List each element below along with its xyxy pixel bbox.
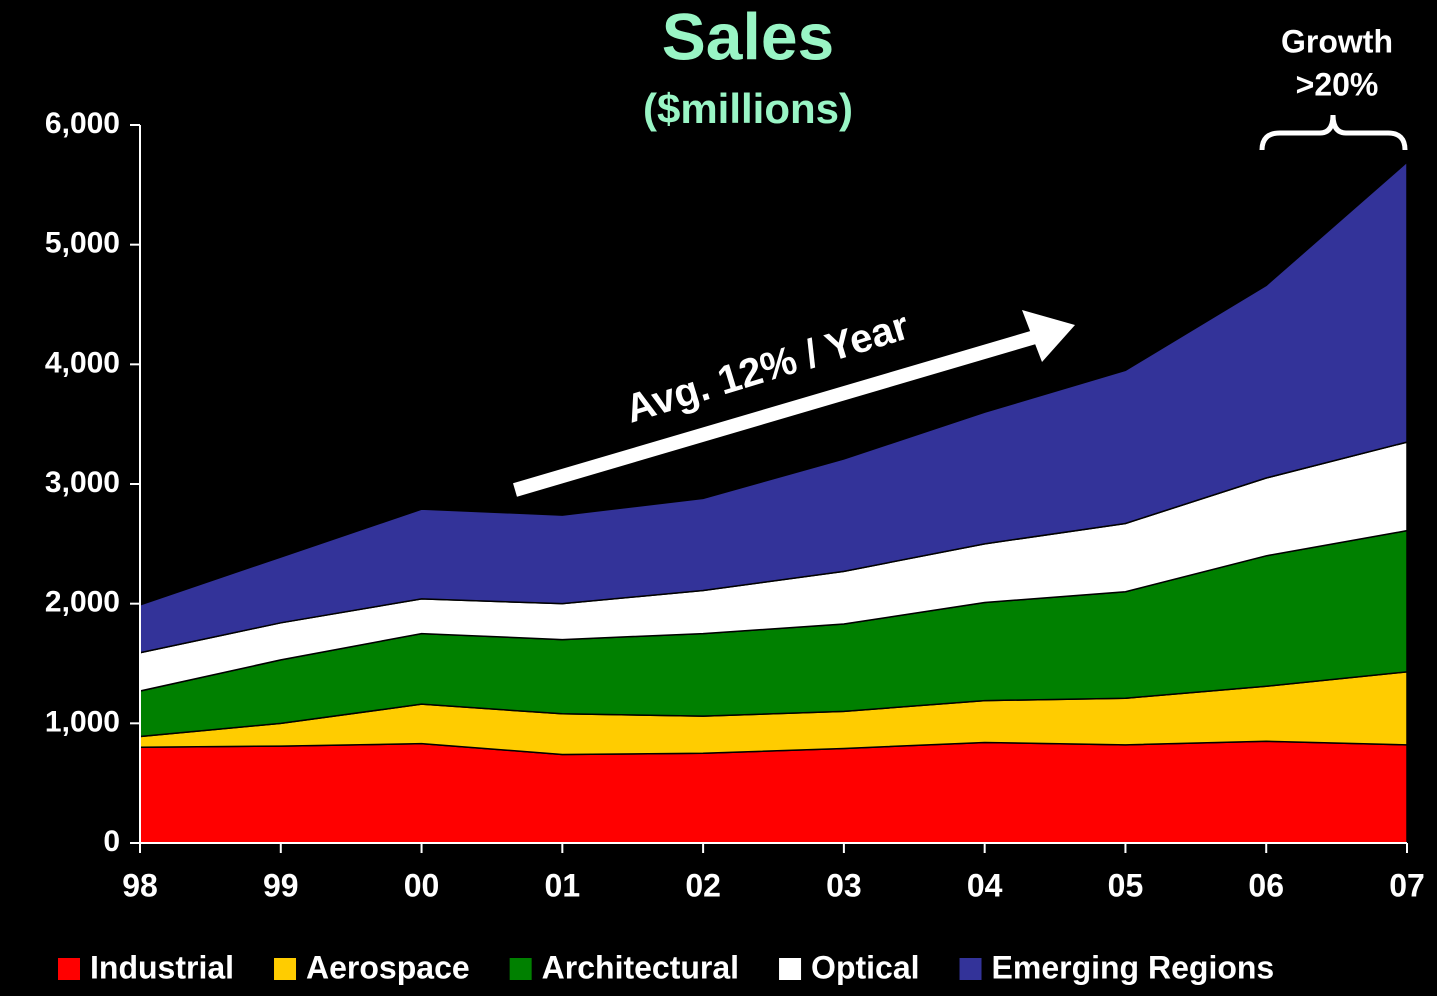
area [139, 160, 1408, 654]
legend-label: Architectural [542, 949, 739, 985]
growth-annotation: >20% [1296, 66, 1379, 102]
growth-brace [1259, 114, 1408, 151]
y-tick-label: 2,000 [45, 586, 120, 619]
legend-label: Industrial [90, 949, 234, 985]
x-tick-label: 07 [1389, 867, 1425, 903]
x-tick-label: 05 [1108, 867, 1144, 903]
legend-swatch [274, 958, 297, 980]
x-tick-label: 06 [1248, 867, 1284, 903]
chart-subtitle: ($millions) [643, 85, 853, 132]
legend-swatch [959, 958, 982, 980]
y-tick-label: 6,000 [45, 107, 120, 140]
chart-title: Sales [662, 0, 834, 73]
y-tick-label: 5,000 [45, 227, 120, 260]
legend-swatch [58, 958, 80, 980]
x-tick-label: 04 [967, 867, 1003, 903]
legend: Industrial Aerospace Architectural Optical E… [58, 949, 1274, 985]
legend-label: Emerging Regions [992, 949, 1275, 985]
area [139, 740, 1408, 844]
x-tick-label: 99 [263, 867, 299, 903]
legend-swatch [779, 958, 802, 980]
legend-label: Aerospace [306, 949, 470, 985]
legend-label: Optical [811, 949, 919, 985]
x-tick-label: 00 [404, 867, 440, 903]
x-tick-label: 01 [545, 867, 581, 903]
x-tick-label: 03 [826, 867, 862, 903]
y-tick-label: 0 [103, 825, 120, 858]
y-tick-label: 1,000 [45, 705, 120, 738]
y-tick-label: 3,000 [45, 466, 120, 499]
y-tick-label: 4,000 [45, 346, 120, 379]
trend-arrow [513, 310, 1075, 497]
legend-swatch [509, 958, 532, 980]
x-tick-label: 02 [685, 867, 721, 903]
x-tick-label: 98 [122, 867, 158, 903]
growth-annotation: Growth [1281, 23, 1393, 59]
